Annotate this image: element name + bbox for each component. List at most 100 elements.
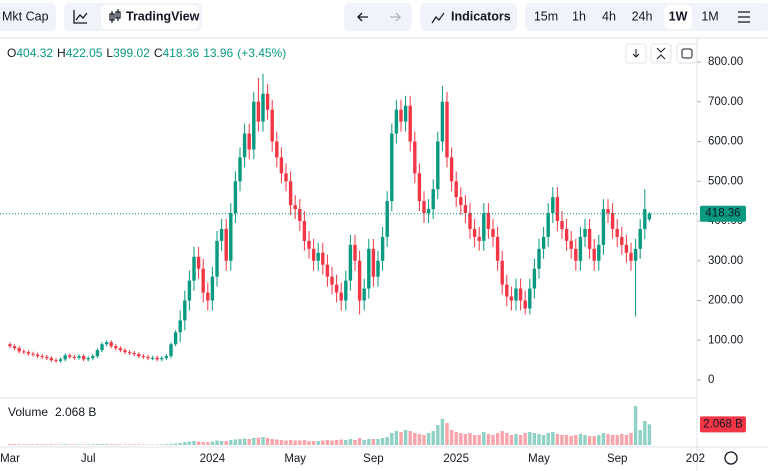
timeframe-button[interactable]: 4h bbox=[602, 9, 616, 23]
candle-body bbox=[100, 344, 104, 351]
candle-body bbox=[334, 284, 339, 293]
volume-bar bbox=[569, 436, 573, 445]
candle-body bbox=[210, 276, 215, 301]
candle-body bbox=[17, 348, 21, 352]
volume-bar bbox=[325, 440, 330, 445]
volume-bar bbox=[192, 441, 196, 445]
candle-body bbox=[91, 356, 95, 359]
back-button[interactable] bbox=[357, 12, 368, 22]
candle-body bbox=[555, 197, 560, 221]
y-tick-label: 600.00 bbox=[708, 136, 743, 148]
candle-body bbox=[252, 101, 256, 150]
candle-body bbox=[242, 133, 247, 158]
candle-body bbox=[564, 228, 569, 241]
timeframe-button[interactable]: 1h bbox=[572, 9, 586, 23]
volume-bar bbox=[238, 439, 242, 445]
volume-bar bbox=[86, 444, 90, 445]
tradingview-button[interactable] bbox=[101, 5, 199, 29]
time-settings-icon[interactable] bbox=[724, 451, 738, 465]
timeframes: 15m 1h 4h 24h 1W 1M bbox=[534, 5, 719, 29]
volume-bar bbox=[532, 433, 537, 445]
candle-body bbox=[537, 248, 541, 269]
last-volume-tag bbox=[700, 416, 746, 433]
volume-bar bbox=[242, 438, 247, 445]
candle-body bbox=[500, 260, 504, 285]
nav-group bbox=[344, 3, 412, 31]
volume-bar bbox=[597, 435, 601, 445]
volume-bar bbox=[463, 434, 468, 445]
candle-body bbox=[256, 101, 261, 122]
volume-bar bbox=[58, 444, 63, 445]
volume-bar bbox=[472, 435, 477, 445]
open-label: O bbox=[7, 46, 16, 60]
volume-bar bbox=[537, 434, 541, 445]
y-tick-label: 800.00 bbox=[708, 56, 743, 68]
candle-body bbox=[408, 105, 412, 142]
candle-body bbox=[482, 213, 486, 241]
maximize-button[interactable] bbox=[676, 43, 698, 64]
volume-bar bbox=[210, 441, 215, 445]
settings-icon[interactable] bbox=[738, 11, 750, 23]
mkt-cap-button[interactable] bbox=[0, 3, 56, 31]
collapse-icon bbox=[656, 47, 666, 60]
candle-body bbox=[321, 252, 325, 265]
volume-bar bbox=[486, 434, 491, 445]
candle-body bbox=[58, 359, 63, 361]
timeframe-button[interactable]: 15m bbox=[534, 9, 558, 23]
candle-body bbox=[155, 357, 159, 360]
candle-body bbox=[624, 244, 629, 253]
volume-bar bbox=[610, 435, 615, 445]
candle-body bbox=[192, 256, 196, 281]
volume-bar bbox=[49, 444, 54, 445]
volume-bar bbox=[302, 440, 307, 445]
volume-bar bbox=[95, 444, 100, 445]
volume-bar bbox=[371, 439, 376, 445]
volume-bar bbox=[454, 432, 458, 445]
forward-button[interactable] bbox=[390, 12, 401, 22]
candle-body bbox=[569, 240, 573, 249]
candle-body bbox=[583, 228, 587, 237]
volume-bar bbox=[288, 440, 293, 445]
candle-body bbox=[357, 260, 362, 301]
y-tick-label: 700.00 bbox=[708, 96, 743, 108]
candle-body bbox=[362, 288, 366, 301]
volume-bar bbox=[413, 433, 417, 445]
volume-bar bbox=[72, 444, 77, 445]
volume-bar bbox=[403, 430, 408, 445]
volume-bar bbox=[169, 443, 173, 445]
indicators-label: Indicators bbox=[451, 9, 511, 23]
candle-body bbox=[587, 228, 592, 249]
volume-bar bbox=[275, 439, 279, 445]
line-chart-icon[interactable] bbox=[73, 10, 88, 24]
candle-body bbox=[325, 264, 330, 277]
candle-body bbox=[26, 352, 31, 354]
indicators-icon bbox=[431, 12, 445, 24]
candle-body bbox=[505, 284, 509, 297]
volume-bar bbox=[509, 435, 514, 445]
volume-bar bbox=[100, 444, 104, 445]
volume-bar bbox=[114, 444, 118, 445]
candle-body bbox=[436, 141, 440, 190]
volume-bar bbox=[132, 444, 136, 445]
volume-bar bbox=[482, 432, 486, 445]
candle-body bbox=[472, 228, 477, 237]
volume-bar bbox=[578, 434, 583, 445]
candle-body bbox=[615, 228, 619, 237]
timeframe-button[interactable]: 24h bbox=[632, 9, 653, 23]
candle-body bbox=[541, 236, 546, 249]
timeframe-button[interactable]: 1W bbox=[669, 9, 688, 23]
volume-bar bbox=[229, 440, 233, 445]
candle-body bbox=[275, 141, 279, 158]
candle-body bbox=[8, 344, 12, 347]
candle-body bbox=[219, 228, 224, 241]
collapse-button[interactable] bbox=[650, 43, 672, 64]
candle-body bbox=[265, 93, 270, 110]
candle-body bbox=[371, 248, 376, 277]
timeframe-button[interactable]: 1M bbox=[701, 9, 718, 23]
candle-body bbox=[339, 292, 343, 301]
volume-bar bbox=[348, 439, 353, 445]
indicators-button[interactable] bbox=[420, 3, 517, 31]
volume-bar bbox=[109, 444, 113, 445]
